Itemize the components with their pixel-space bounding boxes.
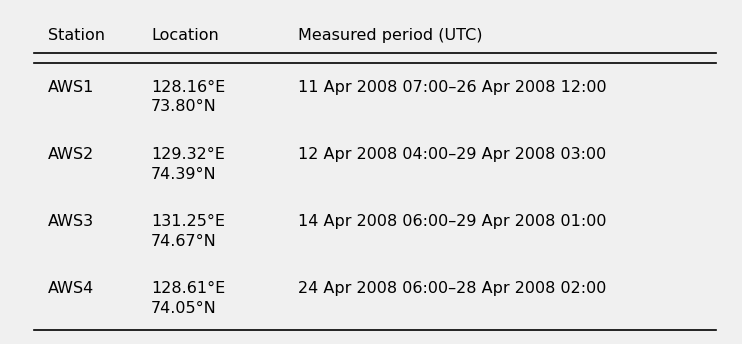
Text: 128.16°E
73.80°N: 128.16°E 73.80°N xyxy=(151,80,225,115)
Text: Measured period (UTC): Measured period (UTC) xyxy=(298,28,482,43)
Text: 14 Apr 2008 06:00–29 Apr 2008 01:00: 14 Apr 2008 06:00–29 Apr 2008 01:00 xyxy=(298,214,606,229)
Text: 12 Apr 2008 04:00–29 Apr 2008 03:00: 12 Apr 2008 04:00–29 Apr 2008 03:00 xyxy=(298,147,606,162)
Text: 128.61°E
74.05°N: 128.61°E 74.05°N xyxy=(151,281,225,316)
Text: 129.32°E
74.39°N: 129.32°E 74.39°N xyxy=(151,147,225,182)
Text: 11 Apr 2008 07:00–26 Apr 2008 12:00: 11 Apr 2008 07:00–26 Apr 2008 12:00 xyxy=(298,80,606,95)
Text: 24 Apr 2008 06:00–28 Apr 2008 02:00: 24 Apr 2008 06:00–28 Apr 2008 02:00 xyxy=(298,281,606,296)
Text: 131.25°E
74.67°N: 131.25°E 74.67°N xyxy=(151,214,225,249)
Text: AWS2: AWS2 xyxy=(48,147,94,162)
Text: AWS1: AWS1 xyxy=(48,80,94,95)
Text: AWS4: AWS4 xyxy=(48,281,94,296)
Text: Station: Station xyxy=(48,28,105,43)
Text: Location: Location xyxy=(151,28,219,43)
Text: AWS3: AWS3 xyxy=(48,214,94,229)
